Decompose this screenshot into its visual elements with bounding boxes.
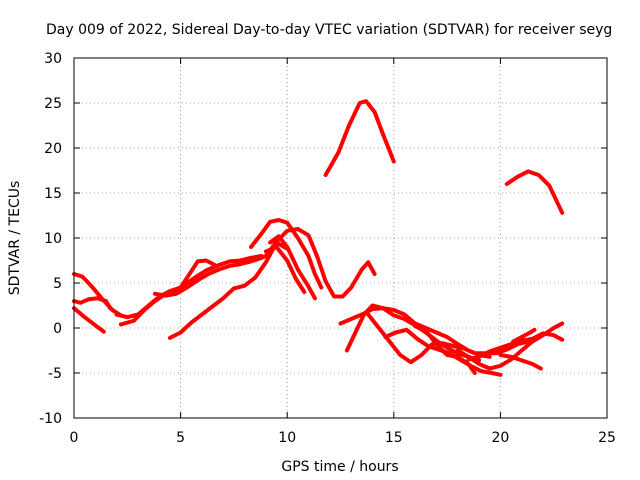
y-tick-label: 5: [53, 276, 62, 292]
y-tick-label: 10: [44, 231, 62, 247]
series-line-arc-4: [114, 258, 217, 320]
y-tick-label: 25: [44, 96, 62, 112]
x-tick-label: 10: [278, 430, 296, 446]
series-line-arc-3: [72, 306, 106, 334]
x-tick-label: 15: [385, 430, 403, 446]
series-line-arc-19: [466, 331, 565, 362]
y-tick-label: 15: [44, 186, 62, 202]
x-tick-label: 20: [491, 430, 509, 446]
y-tick-label: 30: [44, 51, 62, 67]
data-series: [72, 99, 565, 377]
axis-ticks: 0 5 10 15 20 25 -10 -5 0 5 10 15 20 25 30: [39, 51, 616, 446]
y-tick-label: 20: [44, 141, 62, 157]
y-tick-label: -5: [48, 366, 62, 382]
series-line-arc-6: [153, 252, 273, 298]
series-line-arc-9: [263, 227, 377, 299]
series-line-arc-7: [167, 240, 290, 340]
series-line-arc-20: [498, 353, 543, 371]
series-line-arc-17: [413, 324, 477, 375]
series-line-arc-5: [118, 254, 264, 327]
series-line-arc-12: [323, 99, 396, 177]
series-line-arc-2: [72, 296, 113, 311]
series-line-arc-21: [511, 327, 537, 344]
series-line-arc-14: [344, 303, 482, 363]
series-line-arc-1: [72, 272, 123, 318]
x-axis-label: GPS time / hours: [281, 459, 398, 475]
x-tick-label: 0: [70, 430, 79, 446]
series-line-arc-15: [366, 312, 531, 365]
x-tick-label: 5: [176, 430, 185, 446]
series-line-arc-8: [249, 218, 324, 290]
chart-title: Day 009 of 2022, Sidereal Day-to-day VTE…: [46, 22, 612, 38]
x-tick-label: 25: [598, 430, 616, 446]
series-line-arc-11: [263, 245, 307, 294]
y-axis-label: SDTVAR / TECUs: [7, 181, 23, 296]
y-tick-label: 0: [53, 321, 62, 337]
grid-lines: [74, 58, 607, 418]
series-line-arc-22: [504, 169, 565, 215]
series-line-arc-10: [268, 234, 317, 301]
y-tick-label: -10: [39, 411, 62, 427]
